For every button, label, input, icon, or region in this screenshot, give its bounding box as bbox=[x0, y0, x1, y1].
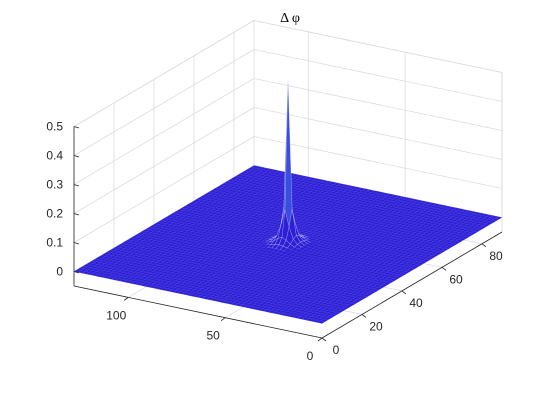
z-tick bbox=[73, 213, 80, 216]
wall-grid-z2 bbox=[253, 78, 503, 131]
wall-grid-z2 bbox=[253, 136, 503, 189]
wall-grid-z2 bbox=[253, 49, 503, 102]
y-axis-line bbox=[73, 285, 323, 339]
wall-grid-z bbox=[73, 49, 255, 156]
z-tick bbox=[73, 126, 80, 129]
x-tick-label: 40 bbox=[409, 296, 423, 310]
y-tick bbox=[220, 317, 226, 322]
x-tick bbox=[321, 337, 327, 342]
axis-layer: 0 20 40 60 80 0 50 100 0 0.1 0.2 0.3 0.4 0.5 bbox=[46, 120, 503, 364]
x-tick bbox=[481, 243, 487, 248]
z-tick-label: 0.3 bbox=[46, 178, 63, 192]
x-tick bbox=[441, 267, 447, 271]
z-tick bbox=[73, 242, 80, 245]
z-tick bbox=[73, 184, 80, 187]
x-tick-label: 80 bbox=[489, 249, 503, 263]
box-edge bbox=[73, 20, 255, 127]
box-edge bbox=[253, 20, 503, 73]
y-tick bbox=[124, 297, 129, 301]
y-tick bbox=[317, 337, 323, 342]
chart-title: Δ φ bbox=[280, 11, 300, 26]
wall-grid-z bbox=[73, 107, 255, 214]
surface-cell bbox=[317, 320, 326, 324]
x-tick-label: 0 bbox=[333, 343, 340, 357]
wall-grid-z bbox=[73, 78, 255, 185]
z-tick-label: 0 bbox=[56, 265, 63, 279]
z-tick-label: 0.5 bbox=[46, 120, 63, 134]
z-tick-label: 0.4 bbox=[46, 149, 63, 163]
z-tick-label: 0.2 bbox=[46, 207, 63, 221]
x-tick bbox=[361, 314, 367, 318]
x-axis-line bbox=[321, 231, 503, 339]
wall-grid-z2 bbox=[253, 107, 503, 160]
surface-mesh bbox=[73, 79, 503, 324]
z-tick bbox=[73, 155, 80, 158]
x-tick-label: 20 bbox=[369, 319, 383, 333]
x-tick bbox=[401, 290, 407, 295]
z-tick-label: 0.1 bbox=[46, 236, 63, 250]
z-tick bbox=[73, 271, 80, 274]
y-tick-label: 50 bbox=[206, 329, 220, 343]
x-tick-label: 60 bbox=[449, 272, 463, 286]
y-tick-label: 100 bbox=[106, 308, 126, 322]
y-tick-label: 0 bbox=[307, 349, 314, 363]
wall-grid-z bbox=[73, 136, 255, 243]
